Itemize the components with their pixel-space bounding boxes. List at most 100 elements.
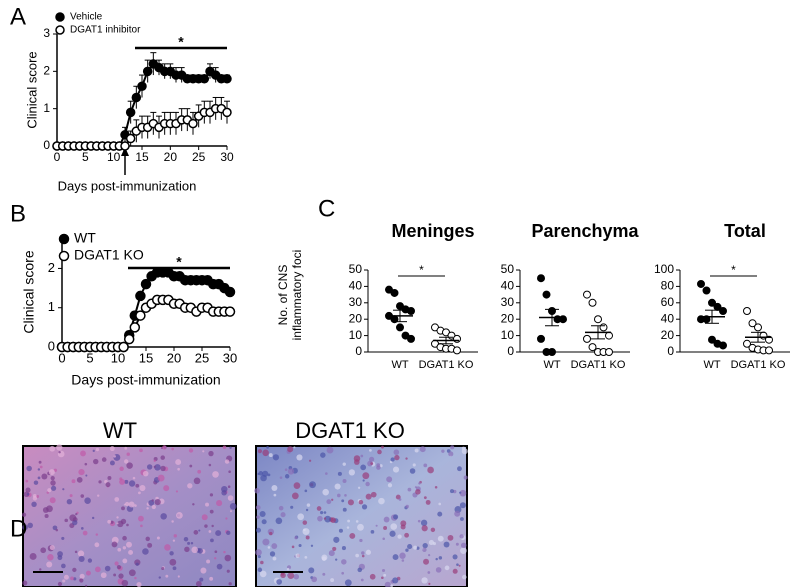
- cell: [80, 450, 86, 457]
- cell: [198, 529, 201, 532]
- cell: [369, 449, 372, 452]
- cell: [63, 574, 69, 580]
- cell: [463, 475, 468, 480]
- x-tick-label: 15: [135, 150, 149, 164]
- data-point: [131, 92, 142, 103]
- data-point: [719, 307, 727, 315]
- cell: [293, 482, 301, 489]
- cell: [266, 446, 269, 449]
- cell: [212, 471, 219, 478]
- cell: [320, 511, 324, 515]
- cell: [132, 476, 136, 480]
- x-tick-label: DGAT1 KO: [731, 359, 786, 371]
- cell: [62, 488, 65, 491]
- data-point: [222, 107, 232, 118]
- cell: [392, 466, 400, 473]
- cell: [164, 544, 171, 551]
- cell: [418, 482, 421, 485]
- cell: [287, 572, 295, 580]
- data-point: [224, 286, 236, 298]
- cell: [369, 573, 376, 580]
- cell: [145, 536, 150, 542]
- y-tick-label: 0: [355, 344, 362, 358]
- cell: [116, 522, 119, 525]
- cell: [360, 454, 364, 458]
- legend-label: DGAT1 KO: [74, 247, 144, 263]
- cell: [355, 553, 360, 558]
- data-point: [188, 118, 198, 129]
- cell: [25, 487, 31, 493]
- cell: [27, 522, 33, 529]
- cell: [278, 505, 284, 511]
- cell: [109, 460, 115, 466]
- significance-mark: *: [731, 263, 736, 277]
- cell: [55, 528, 59, 532]
- cell: [455, 542, 459, 546]
- cell: [255, 527, 261, 533]
- cell: [215, 530, 222, 537]
- cell: [95, 447, 100, 452]
- image-caption: WT: [103, 418, 137, 443]
- cell: [267, 473, 271, 477]
- cell: [325, 472, 328, 475]
- cell: [140, 524, 143, 528]
- y-axis-label: No. of CNS inflammatory foci: [276, 249, 304, 341]
- data-point: [583, 290, 591, 299]
- cell: [272, 556, 277, 561]
- cell: [297, 513, 305, 521]
- cell: [390, 523, 398, 530]
- cell: [142, 548, 149, 555]
- y-tick-label: 40: [661, 311, 675, 325]
- y-tick-label: 80: [661, 279, 675, 293]
- cell: [154, 498, 161, 506]
- cell: [357, 567, 363, 573]
- cell: [136, 582, 142, 587]
- data-point: [748, 319, 757, 328]
- cell: [95, 533, 99, 536]
- cell: [161, 566, 165, 571]
- cell: [409, 468, 416, 474]
- data-point: [142, 66, 153, 77]
- cell: [228, 582, 232, 586]
- cell: [295, 553, 300, 558]
- data-point: [390, 288, 399, 297]
- cell: [92, 449, 95, 452]
- cell: [279, 476, 283, 479]
- cell: [210, 538, 214, 543]
- cell: [304, 555, 308, 559]
- cell: [415, 489, 421, 495]
- cell: [257, 567, 263, 573]
- cell: [122, 535, 127, 541]
- y-tick-label: 10: [349, 328, 363, 342]
- cell: [369, 456, 375, 462]
- cell: [228, 470, 231, 474]
- cell: [153, 459, 156, 463]
- data-point: [120, 141, 130, 151]
- cell: [151, 499, 154, 502]
- legend-label: Vehicle: [70, 12, 103, 23]
- cell: [308, 567, 315, 574]
- cell: [405, 548, 409, 552]
- cell: [365, 549, 372, 555]
- cell: [419, 446, 426, 453]
- cell: [326, 446, 334, 454]
- panel-title: Parenchyma: [531, 221, 639, 241]
- cell: [383, 573, 387, 577]
- cell: [421, 525, 428, 532]
- cell: [262, 470, 269, 477]
- cell: [341, 546, 346, 551]
- cell: [64, 518, 69, 523]
- data-point: [697, 279, 705, 288]
- cell: [322, 488, 329, 496]
- cell: [49, 445, 56, 452]
- cell: [61, 563, 66, 569]
- cell: [382, 537, 386, 541]
- cell: [387, 483, 393, 488]
- cell: [341, 559, 347, 565]
- cell: [134, 576, 137, 580]
- cell: [116, 516, 119, 519]
- cell: [91, 516, 95, 520]
- y-tick-label: 10: [501, 328, 515, 342]
- cell: [306, 503, 311, 507]
- x-tick-label: WT: [391, 359, 408, 371]
